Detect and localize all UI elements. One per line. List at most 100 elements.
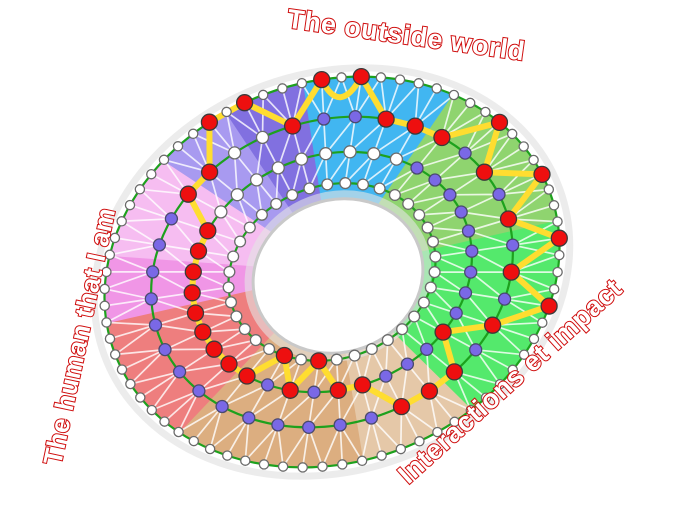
node-selected-spoke25[interactable]	[194, 323, 212, 341]
node-spoke22-r3[interactable]	[263, 342, 276, 356]
node-outer-15[interactable]	[543, 184, 555, 195]
node-outer-35[interactable]	[356, 455, 368, 467]
node-selected-spoke24[interactable]	[205, 340, 223, 358]
node-outer-41[interactable]	[240, 455, 251, 466]
node-spoke20-r1[interactable]	[271, 418, 285, 432]
node-spoke20-r3[interactable]	[294, 353, 308, 366]
node-spoke0-r2[interactable]	[319, 147, 333, 161]
node-spoke5-r1[interactable]	[458, 146, 472, 160]
node-selected-spoke19[interactable]	[310, 352, 328, 370]
node-spoke9-r2[interactable]	[465, 244, 479, 258]
node-spoke32-r2[interactable]	[230, 188, 244, 202]
node-outer-52[interactable]	[104, 333, 116, 344]
node-spoke14-r3[interactable]	[396, 323, 409, 336]
node-selected-spoke6[interactable]	[475, 163, 494, 181]
node-spoke34-r3[interactable]	[286, 188, 299, 202]
node-spoke7-r2[interactable]	[454, 205, 468, 219]
node-spoke33-r3[interactable]	[270, 197, 283, 210]
node-spoke23-r3[interactable]	[249, 334, 262, 347]
node-outer-9[interactable]	[480, 106, 491, 118]
node-outer-64[interactable]	[172, 141, 184, 152]
node-selected-spoke18[interactable]	[329, 381, 347, 399]
node-outer-31[interactable]	[432, 426, 443, 438]
node-spoke30-r3[interactable]	[234, 235, 247, 248]
node-outer-34[interactable]	[376, 450, 387, 461]
node-outer-56[interactable]	[101, 266, 112, 278]
node-spoke19-r2[interactable]	[307, 385, 321, 399]
node-spoke28-r3[interactable]	[223, 265, 236, 278]
node-spoke12-r3[interactable]	[417, 296, 430, 309]
node-outer-20[interactable]	[552, 266, 563, 278]
node-spoke14-r2[interactable]	[420, 342, 434, 356]
node-spoke1-r2[interactable]	[343, 145, 357, 159]
node-selected-spoke1[interactable]	[352, 67, 370, 86]
node-selected-spoke9[interactable]	[550, 229, 568, 247]
node-spoke25-r3[interactable]	[230, 310, 243, 323]
node-outer-24[interactable]	[528, 333, 540, 345]
node-spoke28-r1[interactable]	[146, 265, 160, 279]
node-spoke29-r1[interactable]	[152, 238, 167, 252]
node-spoke35-r3[interactable]	[303, 182, 316, 195]
node-outer-29[interactable]	[465, 404, 477, 416]
node-outer-46[interactable]	[159, 416, 170, 427]
node-spoke15-r3[interactable]	[381, 334, 394, 347]
node-spoke4-r2[interactable]	[410, 161, 424, 175]
node-selected-spoke7[interactable]	[533, 165, 551, 184]
node-outer-69[interactable]	[257, 89, 269, 101]
node-outer-26[interactable]	[507, 364, 518, 376]
node-outer-50[interactable]	[116, 364, 128, 375]
node-outer-19[interactable]	[554, 249, 565, 261]
node-spoke13-r1[interactable]	[469, 343, 483, 357]
node-spoke23-r1[interactable]	[192, 384, 206, 398]
node-spoke33-r1[interactable]	[227, 146, 242, 160]
node-spoke5-r2[interactable]	[428, 173, 442, 187]
node-spoke12-r2[interactable]	[449, 306, 463, 320]
node-spoke31-r2[interactable]	[214, 205, 228, 219]
node-selected-spoke2[interactable]	[377, 110, 395, 128]
node-selected-spoke32[interactable]	[200, 163, 219, 181]
node-spoke4-r3[interactable]	[388, 188, 401, 202]
node-spoke11-r3[interactable]	[424, 281, 437, 294]
node-selected-spoke11[interactable]	[540, 297, 558, 315]
node-outer-59[interactable]	[116, 216, 127, 227]
node-selected-spoke12[interactable]	[483, 316, 502, 334]
node-outer-1[interactable]	[336, 72, 347, 83]
node-outer-65[interactable]	[187, 128, 199, 140]
node-spoke22-r1[interactable]	[215, 399, 229, 414]
node-selected-spoke30[interactable]	[199, 222, 217, 240]
node-outer-23[interactable]	[537, 317, 548, 328]
node-outer-63[interactable]	[158, 154, 170, 166]
node-spoke10-r3[interactable]	[428, 266, 441, 279]
node-spoke6-r2[interactable]	[443, 188, 457, 202]
node-outer-11[interactable]	[506, 128, 518, 140]
node-selected-spoke22[interactable]	[238, 367, 256, 385]
node-outer-55[interactable]	[99, 283, 110, 295]
node-selected-spoke23[interactable]	[220, 355, 238, 373]
node-spoke3-r2[interactable]	[389, 152, 404, 166]
node-spoke8-r3[interactable]	[426, 235, 440, 248]
node-selected-spoke33[interactable]	[200, 113, 219, 131]
node-outer-60[interactable]	[124, 199, 136, 211]
node-outer-16[interactable]	[548, 200, 560, 211]
node-spoke34-r2[interactable]	[271, 161, 285, 175]
node-selected-spoke3[interactable]	[406, 117, 424, 135]
node-outer-6[interactable]	[431, 83, 442, 94]
node-selected-spoke10[interactable]	[502, 263, 520, 281]
node-spoke15-r2[interactable]	[400, 357, 415, 371]
node-outer-25[interactable]	[518, 349, 530, 360]
node-spoke7-r3[interactable]	[421, 221, 434, 234]
node-outer-37[interactable]	[317, 461, 328, 472]
node-outer-61[interactable]	[134, 184, 146, 195]
node-outer-32[interactable]	[414, 436, 425, 447]
node-spoke2-r2[interactable]	[367, 147, 381, 161]
node-outer-58[interactable]	[109, 232, 121, 244]
node-spoke27-r1[interactable]	[144, 292, 158, 306]
node-spoke24-r1[interactable]	[172, 365, 187, 379]
node-selected-spoke17[interactable]	[353, 376, 372, 394]
node-spoke9-r1[interactable]	[506, 238, 520, 252]
node-spoke9-r3[interactable]	[429, 250, 442, 263]
node-outer-39[interactable]	[277, 461, 289, 472]
node-spoke35-r2[interactable]	[294, 152, 309, 166]
node-outer-17[interactable]	[552, 216, 563, 227]
node-spoke17-r3[interactable]	[348, 349, 361, 362]
